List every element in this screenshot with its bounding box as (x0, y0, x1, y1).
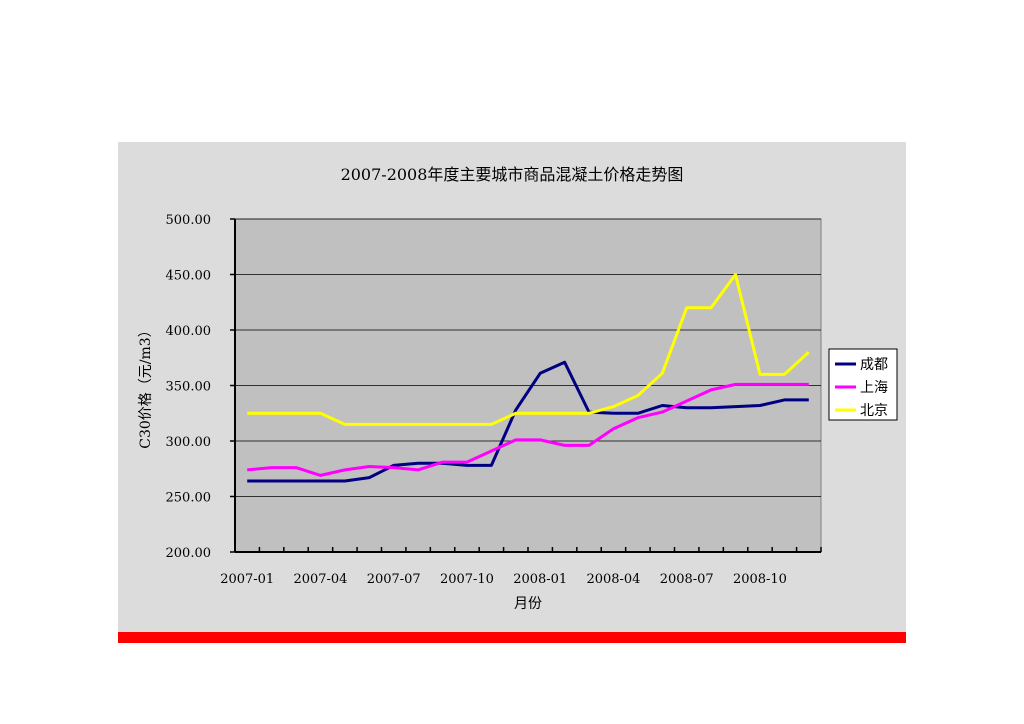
series-line-0 (247, 360, 809, 483)
series-line-1 (247, 382, 809, 477)
legend-label-2: 北京 (860, 403, 888, 419)
y-tick-label-0: 200.00 (166, 546, 212, 561)
gridlines (235, 218, 821, 497)
x-tick-label-5: 2008-04 (586, 572, 640, 587)
y-tick-label-6: 500.00 (166, 213, 212, 228)
x-tick-label-4: 2008-01 (513, 572, 567, 587)
x-tick-label-6: 2008-07 (660, 572, 714, 587)
chart-title: 2007-2008年度主要城市商品混凝土价格走势图 (341, 165, 684, 184)
axes (230, 218, 822, 553)
x-tick-labels: 2007-01 2007-04 2007-07 2007-10 2008-01 2008-… (220, 572, 787, 587)
y-tick-label-4: 400.00 (166, 324, 212, 339)
bottom-red-bar (118, 632, 906, 643)
x-tick-label-7: 2008-10 (733, 572, 787, 587)
series-line-2 (247, 273, 810, 426)
y-tick-labels: 200.00 250.00 300.00 350.00 400.00 450.00 500.… (166, 213, 212, 561)
legend-label-1: 上海 (860, 380, 888, 396)
legend-box (828, 348, 898, 421)
x-tick-label-2: 2007-07 (367, 572, 421, 587)
series-lines (247, 273, 810, 483)
y-tick-label-5: 450.00 (166, 269, 212, 284)
y-tick-label-3: 350.00 (166, 380, 212, 395)
y-tick-label-2: 300.00 (166, 435, 212, 450)
x-tick-label-3: 2007-10 (440, 572, 494, 587)
x-tick-label-1: 2007-04 (293, 572, 347, 587)
x-tick-label-0: 2007-01 (220, 572, 274, 587)
x-axis-title: 月份 (514, 596, 542, 612)
legend-label-0: 成都 (860, 357, 888, 373)
y-tick-label-1: 250.00 (166, 491, 212, 506)
y-axis-title: C30价格（元/m3） (138, 323, 154, 448)
